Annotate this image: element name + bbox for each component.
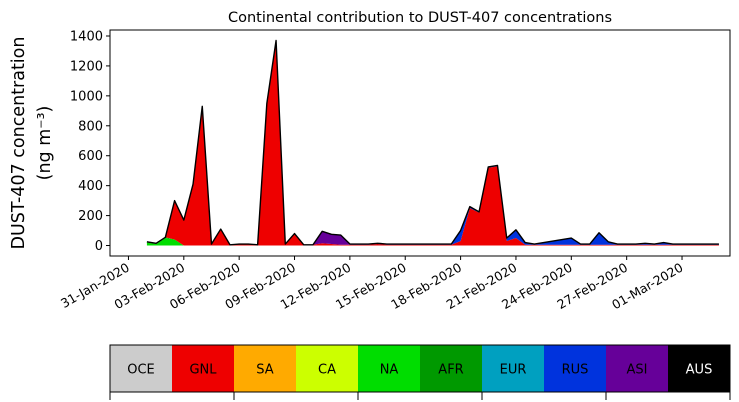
legend-swatch-rus (544, 345, 607, 392)
area-series-rus (146, 40, 719, 245)
legend-swatch-eur (482, 345, 545, 392)
legend-label-na: NA (380, 363, 399, 378)
area-series-eur (146, 40, 719, 245)
y-tick-label: 200 (78, 209, 103, 224)
y-tick-label: 1000 (70, 89, 103, 104)
total-outline-line (146, 39, 719, 246)
legend-label-rus: RUS (562, 363, 589, 378)
legend-colorbar: OCE GNL SA CA NA AFR EUR RUS ASI AUS (109, 344, 731, 400)
plot-area: 020040060080010001200140031-Jan-202003-F… (58, 29, 731, 312)
legend-label-asi: ASI (627, 363, 648, 378)
plot-frame (109, 29, 731, 257)
y-tick-label: 400 (78, 179, 103, 194)
chart-title: Continental contribution to DUST-407 con… (228, 10, 612, 26)
area-series-gnl (146, 40, 719, 246)
legend-swatch-asi (606, 345, 669, 392)
legend-label-ca: CA (318, 363, 336, 378)
legend-frame (109, 344, 731, 393)
y-tick-label: 0 (95, 239, 103, 254)
y-tick-label: 800 (78, 119, 103, 134)
y-tick-label: 1400 (70, 29, 103, 44)
y-tick-label: 1200 (70, 59, 103, 74)
legend-swatch-afr (420, 345, 483, 392)
legend-label-oce: OCE (127, 363, 155, 378)
legend-swatch-oce (110, 345, 173, 392)
legend-label-sa: SA (256, 363, 273, 378)
legend-label-aus: AUS (686, 363, 713, 378)
legend-label-gnl: GNL (189, 363, 217, 378)
legend-swatch-gnl (172, 345, 235, 392)
y-axis-label: DUST-407 concentration (ng m⁻³) (9, 37, 55, 250)
legend-swatch-aus (668, 345, 731, 392)
legend-label-afr: AFR (438, 363, 463, 378)
y-axis-label-line1: DUST-407 concentration (9, 37, 29, 250)
legend-label-eur: EUR (500, 363, 527, 378)
y-axis-label-line2: (ng m⁻³) (35, 106, 55, 181)
legend-swatch-sa (234, 345, 297, 392)
area-series-asi (146, 40, 719, 245)
legend-swatch-ca (296, 345, 359, 392)
y-tick-label: 600 (78, 149, 103, 164)
legend-swatch-na (358, 345, 421, 392)
